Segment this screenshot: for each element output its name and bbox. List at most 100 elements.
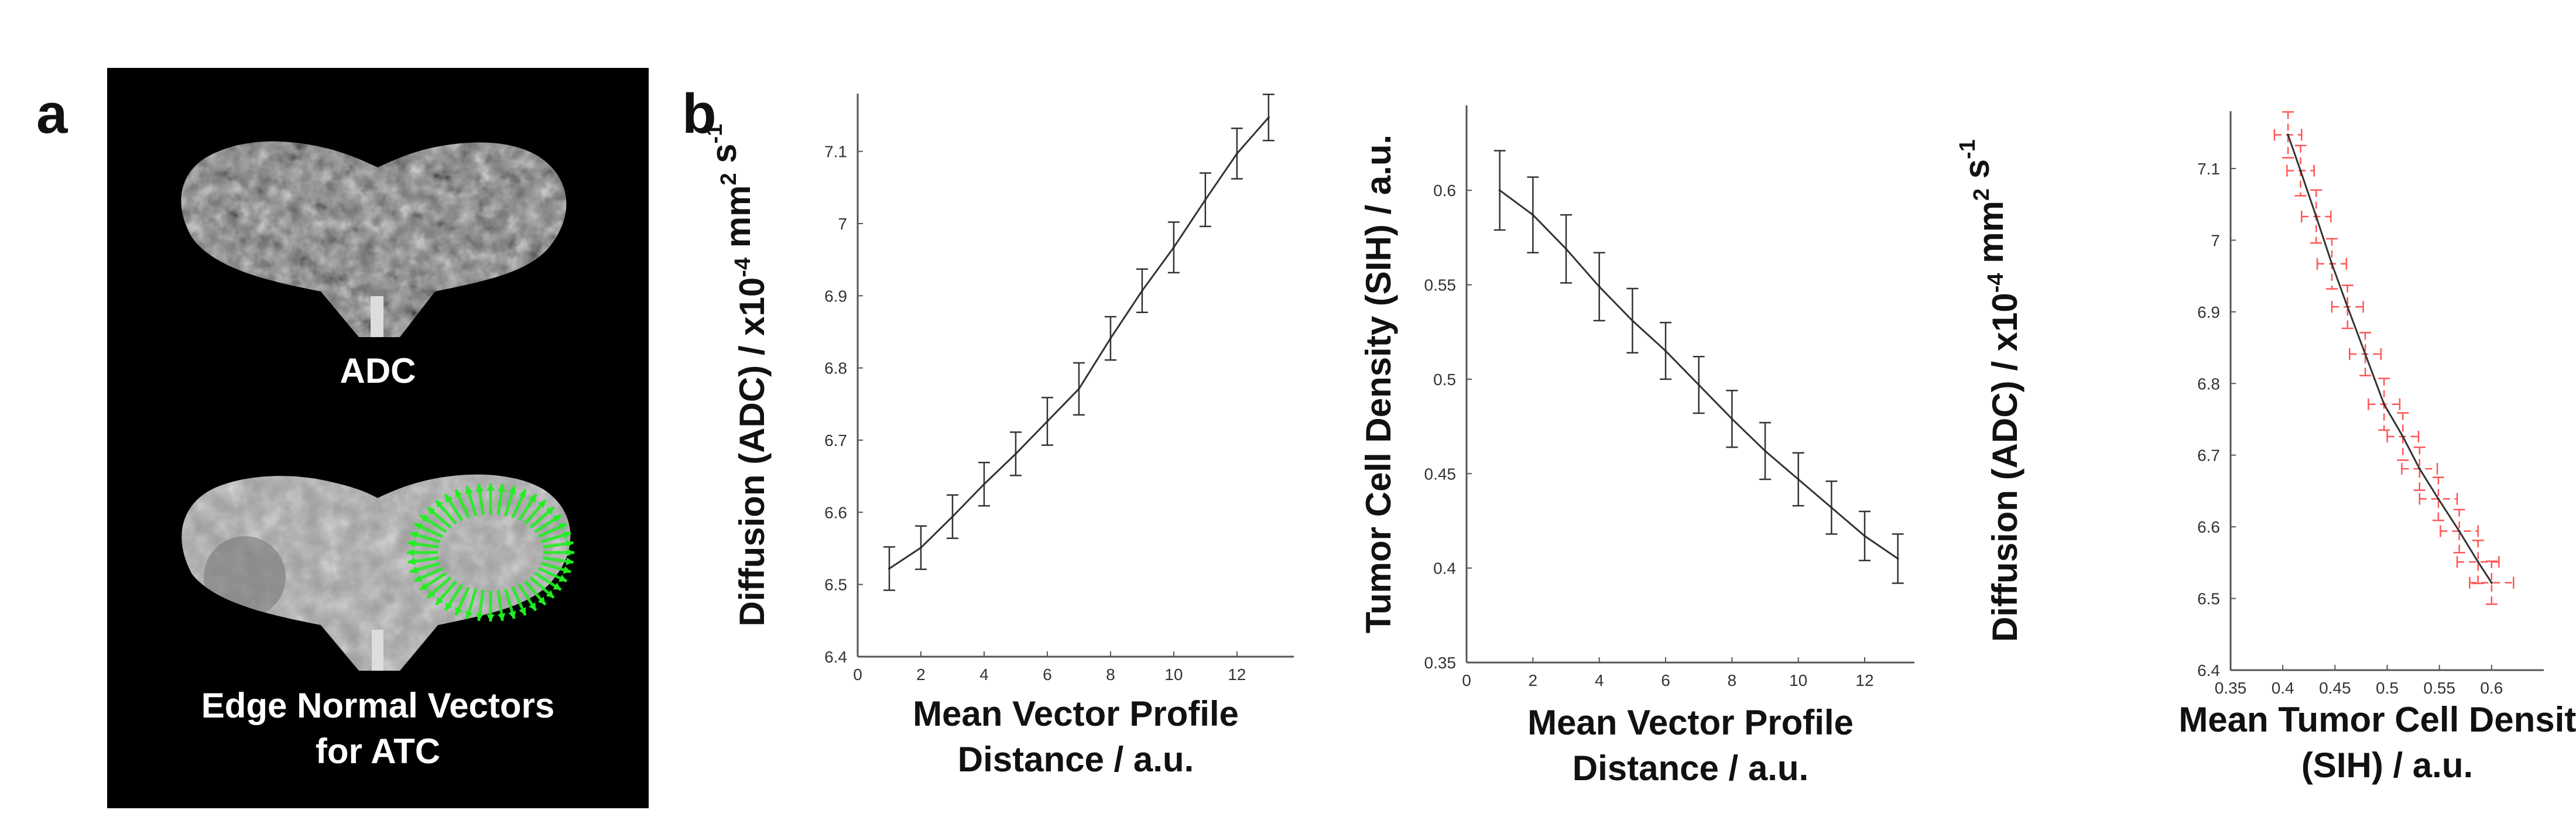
data-point [1631, 319, 1634, 322]
adc-label: ADC [340, 351, 416, 390]
y-tick-label: 6.6 [824, 503, 847, 521]
x-axis-label: Mean Vector Profile [913, 694, 1239, 733]
x-tick-label: 0.35 [2215, 679, 2247, 697]
data-point [1598, 285, 1601, 288]
data-point [1014, 452, 1017, 455]
y-tick-label: 7.1 [2197, 160, 2220, 178]
x-tick-label: 0.45 [2319, 679, 2351, 697]
vector-arrowhead [563, 566, 571, 574]
vector-arrowhead [407, 548, 415, 557]
data-point [2476, 561, 2479, 564]
vector-arrowhead [567, 548, 574, 557]
data-point [2299, 169, 2302, 172]
data-point [2402, 435, 2404, 438]
y-tick-label: 7.1 [824, 143, 847, 161]
vector-arrowhead [553, 582, 561, 590]
vector-arrowhead [559, 523, 567, 531]
data-point [2437, 497, 2440, 500]
vector-arrowhead [465, 610, 473, 619]
vector-arrowhead [414, 574, 423, 582]
series-line [889, 116, 1269, 569]
x-tick-label: 10 [1789, 671, 1807, 689]
data-point [1697, 383, 1700, 386]
x-tick-label: 8 [1106, 665, 1115, 684]
x-axis-label: Distance / a.u. [958, 740, 1194, 779]
data-point [888, 567, 890, 570]
y-tick-label: 6.8 [824, 359, 847, 377]
vector-arrowhead [487, 483, 495, 491]
data-point [2364, 353, 2367, 356]
vector-arrowhead [465, 486, 473, 495]
data-point [1664, 349, 1667, 352]
vector-arrowhead [427, 590, 436, 598]
data-point [2330, 262, 2333, 265]
panel-letter-b: b [682, 83, 717, 145]
vector-arrowhead [410, 531, 419, 539]
data-point [1864, 534, 1866, 537]
vector-arrowhead [475, 613, 484, 621]
data-point [1764, 449, 1766, 452]
series-line [2287, 134, 2493, 584]
vector-arrowhead [566, 540, 574, 548]
data-point [1498, 189, 1501, 192]
data-point [2418, 467, 2421, 470]
vector-arrowhead [529, 602, 536, 611]
x-axis-label: (SIH) / a.u. [2301, 746, 2473, 785]
x-tick-label: 0.5 [2376, 679, 2399, 697]
y-tick-label: 6.9 [824, 287, 847, 305]
data-point [1109, 337, 1112, 340]
y-tick-label: 0.4 [1433, 560, 1456, 578]
vector-arrowhead [455, 489, 463, 498]
data-point [2490, 581, 2493, 584]
data-point [1731, 417, 1734, 420]
y-tick-label: 6.8 [2197, 375, 2220, 393]
y-tick-label: 6.5 [2197, 590, 2220, 608]
chart-1: 6.4 6.5 6.6 6.7 6.8 6.9 7 7.1 0 2 4 6 8 10 12 Mean Vect… [703, 93, 1294, 779]
x-tick-label: 10 [1164, 665, 1183, 684]
x-tick-label: 4 [1595, 671, 1604, 689]
y-tick-label: 0.55 [1424, 276, 1457, 294]
vector-arrowhead [566, 557, 574, 565]
vector-arrowhead [407, 540, 416, 548]
x-tick-label: 0.6 [2480, 679, 2503, 697]
x-tick-label: 6 [1661, 671, 1670, 689]
data-point [919, 546, 922, 549]
vector-arrowhead [427, 507, 436, 515]
data-point [2287, 133, 2290, 136]
vector-arrowhead [487, 614, 495, 622]
chart-3: 6.4 6.5 6.6 6.7 6.8 6.9 7 7.1 0.35 0.4 0.45 0.5 0.55… [1955, 111, 2576, 785]
x-tick-label: 2 [1529, 671, 1538, 689]
x-tick-label: 0.55 [2423, 679, 2455, 697]
y-axis-label: Tumor Cell Density (SIH) / a.u. [1359, 135, 1398, 633]
data-point [1267, 116, 1270, 119]
vector-arrowhead [475, 484, 484, 492]
vector-arrowhead [497, 613, 506, 621]
data-point [2458, 530, 2461, 533]
data-point [2315, 215, 2318, 218]
panel-letter-a: a [36, 83, 68, 145]
data-point [1830, 506, 1833, 509]
data-point [1140, 289, 1143, 292]
vector-arrowhead [508, 610, 516, 619]
vector-arrowhead [455, 607, 463, 616]
vector-arrowhead [445, 602, 453, 611]
data-point [2383, 403, 2386, 406]
y-tick-label: 6.6 [2197, 518, 2220, 536]
x-tick-label: 0 [1462, 671, 1471, 689]
y-tick-label: 6.7 [824, 431, 847, 449]
x-tick-label: 6 [1043, 665, 1052, 684]
data-point [2346, 306, 2349, 308]
x-tick-label: 12 [1228, 665, 1246, 684]
data-point [1077, 387, 1080, 390]
data-point [1896, 557, 1899, 560]
y-tick-label: 6.9 [2197, 303, 2220, 321]
data-point [1797, 478, 1800, 481]
data-point [1532, 214, 1534, 217]
y-tick-label: 0.35 [1424, 654, 1457, 672]
vector-arrowhead [497, 484, 506, 492]
vector-arrowhead [420, 582, 429, 590]
edge-vectors-label-line1: Edge Normal Vectors [201, 686, 555, 725]
x-axis-label: Mean Tumor Cell Density [2178, 700, 2576, 739]
vector-arrowhead [407, 557, 416, 565]
y-tick-label: 6.4 [2197, 661, 2220, 679]
